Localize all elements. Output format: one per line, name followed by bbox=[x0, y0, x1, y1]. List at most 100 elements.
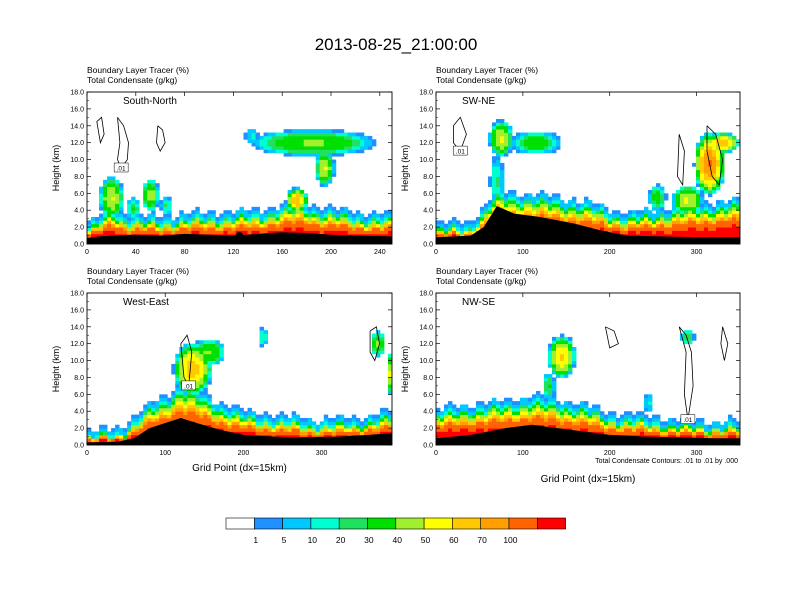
field-cell bbox=[291, 216, 297, 221]
field-cell bbox=[351, 424, 357, 429]
field-cell bbox=[131, 210, 136, 214]
field-cell bbox=[147, 424, 152, 429]
field-cell bbox=[115, 434, 120, 439]
field-cell bbox=[323, 227, 329, 231]
field-cell bbox=[668, 424, 673, 429]
field-cell bbox=[371, 230, 377, 235]
field-cell bbox=[171, 230, 176, 235]
field-cell bbox=[175, 216, 180, 221]
field-cell bbox=[111, 189, 116, 194]
field-cell bbox=[307, 428, 313, 432]
field-cell bbox=[107, 189, 112, 194]
field-cell bbox=[183, 394, 188, 399]
field-cell bbox=[195, 230, 200, 235]
field-cell bbox=[119, 183, 124, 187]
field-cell bbox=[163, 223, 168, 228]
field-cell bbox=[251, 206, 256, 211]
field-cell bbox=[632, 431, 637, 436]
field-cell bbox=[692, 227, 697, 231]
field-cell bbox=[700, 210, 705, 214]
field-cell bbox=[680, 206, 685, 211]
field-cell bbox=[536, 196, 541, 201]
field-cell bbox=[351, 414, 357, 419]
field-cell bbox=[207, 417, 212, 422]
field-cell bbox=[500, 203, 505, 208]
field-cell bbox=[524, 411, 529, 415]
field-cell bbox=[103, 179, 108, 184]
field-cell bbox=[500, 122, 505, 127]
field-cell bbox=[492, 206, 497, 211]
field-cell bbox=[456, 220, 461, 225]
field-cell bbox=[347, 146, 353, 150]
field-cell bbox=[444, 411, 449, 415]
field-cell bbox=[211, 424, 216, 429]
y-tick-label: 6.0 bbox=[74, 392, 84, 399]
field-cell bbox=[343, 431, 349, 436]
field-cell bbox=[716, 220, 721, 225]
field-cell bbox=[367, 146, 373, 150]
field-cell bbox=[664, 424, 669, 429]
field-cell bbox=[115, 203, 120, 208]
field-cell bbox=[331, 129, 337, 133]
field-cell bbox=[552, 424, 557, 429]
field-cell bbox=[456, 407, 461, 412]
field-cell bbox=[596, 417, 601, 422]
field-cell bbox=[552, 216, 557, 221]
field-cell bbox=[456, 227, 461, 231]
field-cell bbox=[648, 397, 653, 402]
field-cell bbox=[688, 203, 693, 208]
field-cell bbox=[127, 428, 132, 432]
field-cell bbox=[387, 377, 392, 382]
field-cell bbox=[331, 166, 337, 171]
field-cell bbox=[696, 434, 701, 439]
field-cell bbox=[452, 404, 457, 409]
field-cell bbox=[147, 227, 152, 231]
field-cell bbox=[167, 220, 172, 225]
field-cell bbox=[367, 135, 373, 140]
field-cell bbox=[335, 424, 341, 429]
field-cell bbox=[696, 213, 701, 218]
field-cell bbox=[712, 169, 717, 174]
terrain-shape bbox=[87, 418, 392, 445]
field-cell bbox=[199, 347, 204, 351]
y-tick-label: 18.0 bbox=[419, 90, 433, 97]
field-cell bbox=[524, 203, 529, 208]
field-cell bbox=[291, 203, 297, 208]
field-cell bbox=[279, 132, 285, 137]
field-cell bbox=[552, 380, 557, 385]
field-cell bbox=[676, 216, 681, 221]
field-cell bbox=[307, 421, 313, 426]
field-cell bbox=[195, 384, 200, 388]
field-cell bbox=[552, 367, 557, 372]
field-cell bbox=[211, 421, 216, 426]
x-tick-label: 300 bbox=[691, 249, 703, 256]
field-cell bbox=[488, 414, 493, 419]
field-cell bbox=[548, 347, 553, 351]
field-cell bbox=[568, 353, 573, 358]
field-cell bbox=[544, 200, 549, 204]
field-cell bbox=[520, 206, 525, 211]
field-cell bbox=[476, 223, 481, 228]
field-cell bbox=[720, 216, 725, 221]
field-cell bbox=[604, 227, 609, 231]
field-cell bbox=[704, 206, 709, 211]
field-cell bbox=[724, 132, 729, 137]
field-cell bbox=[552, 377, 557, 382]
field-cell bbox=[323, 183, 329, 187]
field-cell bbox=[291, 424, 297, 429]
field-cell bbox=[151, 223, 156, 228]
field-cell bbox=[267, 149, 272, 154]
field-cell bbox=[704, 213, 709, 218]
field-cell bbox=[624, 213, 629, 218]
field-cell bbox=[243, 213, 248, 218]
field-cell bbox=[195, 343, 200, 348]
field-cell bbox=[351, 227, 357, 231]
field-cell bbox=[99, 200, 104, 204]
field-cell bbox=[512, 196, 517, 201]
field-cell bbox=[552, 350, 557, 355]
field-cell bbox=[91, 230, 96, 235]
field-cell bbox=[103, 206, 108, 211]
field-cell bbox=[684, 216, 689, 221]
field-cell bbox=[544, 139, 549, 144]
field-cell bbox=[588, 428, 593, 432]
